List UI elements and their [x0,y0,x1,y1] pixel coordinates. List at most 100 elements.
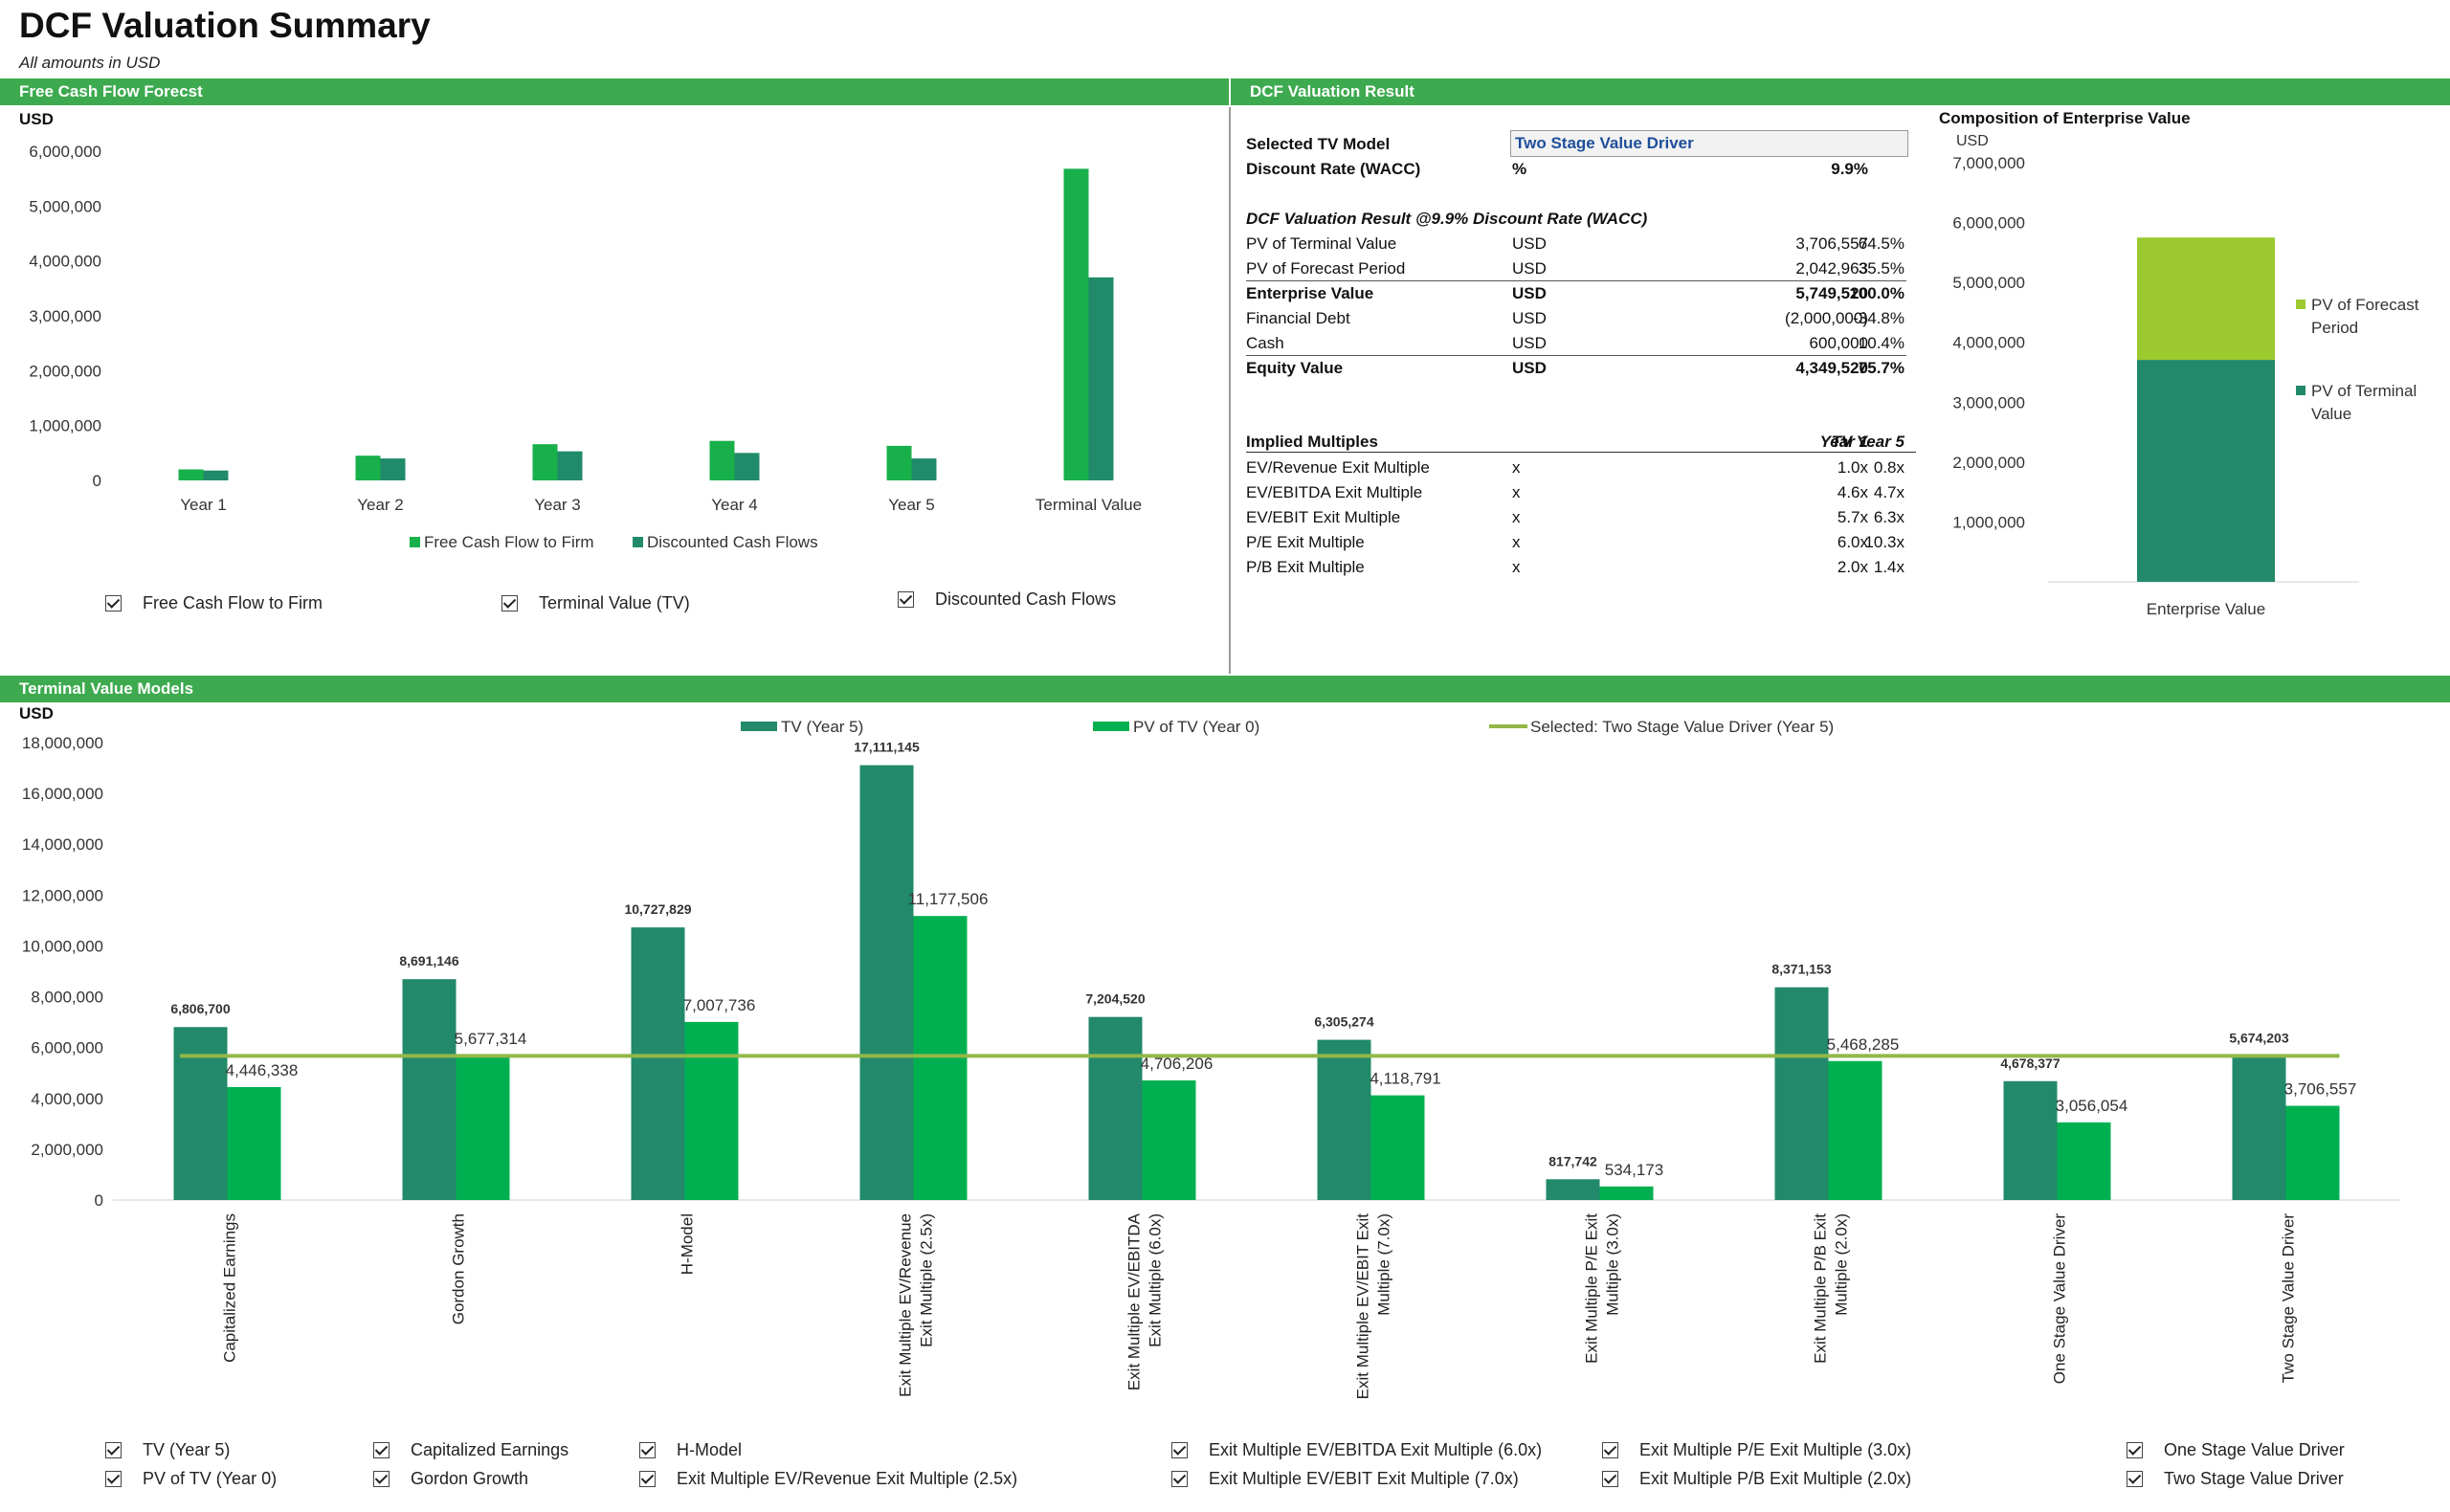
legend-label: Free Cash Flow to Firm [424,533,594,551]
checkbox-icon[interactable] [1171,1442,1188,1458]
checkbox-label: Gordon Growth [411,1469,529,1488]
data-label-tv: 6,806,700 [170,1001,230,1016]
checkbox-label: Exit Multiple EV/Revenue Exit Multiple (… [677,1469,1018,1488]
page-title: DCF Valuation Summary [19,6,431,45]
tv-checkbox[interactable]: Exit Multiple P/E Exit Multiple (3.0x) [1602,1440,1911,1460]
y-axis-unit: USD [19,704,54,723]
checkbox-icon[interactable] [1602,1442,1618,1458]
tv-checkbox[interactable]: Exit Multiple EV/EBITDA Exit Multiple (6… [1171,1440,1542,1460]
checkbox-icon[interactable] [2127,1471,2143,1487]
x-tick-label: Capitalized Earnings [221,1213,239,1363]
tv-checkbox[interactable]: Exit Multiple P/B Exit Multiple (2.0x) [1602,1469,1911,1489]
selected-tv-model-select[interactable]: Two Stage Value Driver [1510,130,1908,157]
checkbox-icon[interactable] [105,595,122,611]
checkbox-terminal-value[interactable]: Terminal Value (TV) [501,593,690,613]
x-tick-label-line: Exit Multiple (6.0x) [1147,1213,1165,1347]
y-tick-label: 3,000,000 [29,307,101,325]
multiple-row: EV/EBIT Exit Multiple x 5.7x 6.3x [1246,505,1906,530]
checkbox-discounted-cash-flows[interactable]: Discounted Cash Flows [898,589,1116,610]
checkbox-icon[interactable] [501,595,518,611]
x-tick-label-line: Multiple (3.0x) [1604,1213,1622,1316]
result-row-value: (2,000,000) [1785,309,1868,327]
checkbox-label: Free Cash Flow to Firm [143,593,323,612]
multiple-tv: 6.3x [1873,508,1904,526]
data-label-tv: 17,111,145 [854,740,920,755]
x-tick-label: Year 1 [180,496,227,514]
checkbox-icon[interactable] [639,1442,656,1458]
x-tick-label: Exit Multiple P/B Exit Multiple (2.0x) [1812,1213,1851,1364]
x-tick-label-line: Exit Multiple EV/EBITDA [1125,1212,1144,1390]
x-tick-label: Exit Multiple EV/EBITDA Exit Multiple (6.… [1125,1212,1165,1390]
tv-checkbox[interactable]: TV (Year 5) [105,1440,230,1460]
bar-fcf [709,440,735,480]
bar-dcf [557,451,583,480]
legend-label: PV of TV (Year 0) [1133,718,1259,736]
legend-label: Period [2311,319,2358,337]
checkbox-label: Exit Multiple EV/EBIT Exit Multiple (7.0… [1209,1469,1519,1488]
multiple-tv: 1.4x [1873,558,1904,576]
checkbox-icon[interactable] [1602,1471,1618,1487]
multiple-label: P/B Exit Multiple [1246,558,1365,576]
tv-checkbox[interactable]: Exit Multiple EV/Revenue Exit Multiple (… [639,1469,1017,1489]
tv-checkbox[interactable]: Two Stage Value Driver [2127,1469,2344,1489]
y-tick-label: 0 [95,1191,103,1210]
multiple-year1: 1.0x [1837,458,1868,477]
data-label-tv: 5,674,203 [2229,1030,2288,1045]
x-tick-label: Enterprise Value [2147,600,2265,618]
checkbox-icon[interactable] [373,1471,390,1487]
bar-pv-tv [2057,1122,2111,1200]
checkbox-icon[interactable] [2127,1442,2143,1458]
result-row-unit: USD [1512,359,1547,377]
checkbox-label: Exit Multiple EV/EBITDA Exit Multiple (6… [1209,1440,1543,1459]
multiples-heading: Implied Multiples [1246,433,1378,451]
y-tick-label: 16,000,000 [22,785,103,803]
checkbox-fcf-to-firm[interactable]: Free Cash Flow to Firm [105,593,323,613]
result-row-pct: -34.8% [1853,309,1904,327]
result-row-label: Equity Value [1246,359,1344,377]
x-tick-label-line: Exit Multiple P/E Exit [1583,1213,1601,1364]
x-tick-label: Exit Multiple P/E Exit Multiple (3.0x) [1583,1213,1622,1364]
tv-checkbox[interactable]: One Stage Value Driver [2127,1440,2345,1460]
y-tick-label: 14,000,000 [22,835,103,854]
tv-checkbox[interactable]: Gordon Growth [373,1469,528,1489]
bar-tv-year5 [1088,1016,1143,1200]
checkbox-icon[interactable] [639,1471,656,1487]
checkbox-icon[interactable] [373,1442,390,1458]
tv-checkbox[interactable]: Exit Multiple EV/EBIT Exit Multiple (7.0… [1171,1469,1519,1489]
tv-checkbox[interactable]: H-Model [639,1440,742,1460]
data-label-tv: 6,305,274 [1314,1014,1373,1030]
legend-swatch [2296,386,2305,395]
multiple-label: EV/EBITDA Exit Multiple [1246,483,1423,501]
result-row: Cash USD 600,000 10.4% [1246,331,1906,356]
checkbox-label: Exit Multiple P/B Exit Multiple (2.0x) [1639,1469,1912,1488]
y-tick-label: 3,000,000 [1952,393,2025,411]
multiple-tv: 4.7x [1873,483,1904,501]
multiple-year1: 2.0x [1837,558,1868,576]
checkbox-icon[interactable] [105,1471,122,1487]
result-row-pct: 100.0% [1849,284,1904,302]
x-tick-label: Two Stage Value Driver [2280,1213,2298,1384]
multiples-col-year1: Year 1 [1819,433,1868,451]
y-tick-label: 8,000,000 [31,989,103,1007]
y-tick-label: 18,000,000 [22,734,103,752]
legend-label: Discounted Cash Flows [647,533,818,551]
result-row: PV of Forecast Period USD 2,042,963 35.5% [1246,256,1906,281]
multiple-unit: x [1512,533,1521,551]
dcf-result-table: Selected TV Model Discount Rate (WACC) %… [1246,130,1916,589]
y-tick-label: 12,000,000 [22,886,103,904]
result-row-value: 600,000 [1809,334,1868,352]
x-tick-label: Exit Multiple EV/Revenue Exit Multiple (2… [897,1213,936,1397]
result-row-pct: 75.7% [1858,359,1904,377]
bar-tv-year5 [1546,1179,1600,1200]
legend-label: PV of Forecast [2311,296,2419,314]
checkbox-icon[interactable] [1171,1471,1188,1487]
tv-checkbox[interactable]: PV of TV (Year 0) [105,1469,277,1489]
tv-checkbox[interactable]: Capitalized Earnings [373,1440,568,1460]
bar-pv-tv [1142,1080,1196,1200]
multiple-unit: x [1512,458,1521,477]
bar-tv-year5 [402,979,457,1200]
result-row-unit: USD [1512,234,1547,253]
checkbox-icon[interactable] [898,591,914,608]
multiple-tv: 0.8x [1873,458,1904,477]
checkbox-icon[interactable] [105,1442,122,1458]
